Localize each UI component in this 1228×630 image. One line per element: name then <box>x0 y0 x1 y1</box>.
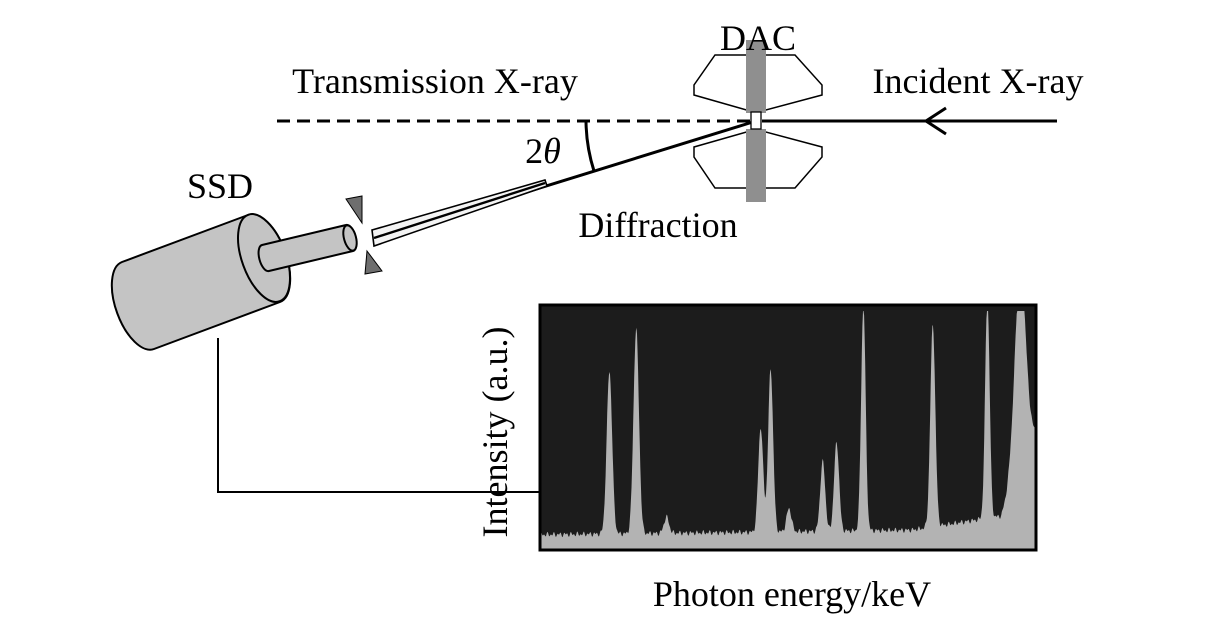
two-theta-label: 2θ <box>525 131 561 171</box>
ssd-detector <box>110 213 358 351</box>
collimator-blade-upper <box>345 195 363 225</box>
spectrum-plot <box>538 303 1038 552</box>
x-axis-label: Photon energy/keV <box>653 574 931 614</box>
two-theta-arc <box>584 120 596 172</box>
detector-nose-face <box>342 224 358 252</box>
diamond-anvil-cell <box>693 40 823 202</box>
dac-label: DAC <box>720 18 796 58</box>
diffraction-beam-in-tube <box>373 181 546 240</box>
plot-frame <box>538 303 1038 552</box>
ssd-label: SSD <box>187 166 253 206</box>
diffraction-label: Diffraction <box>578 205 737 245</box>
signal-cable <box>217 338 540 493</box>
y-axis-label: Intensity (a.u.) <box>475 327 515 538</box>
gasket-upper <box>746 40 766 113</box>
collimator-blade-lower <box>364 249 383 275</box>
spectrum-area <box>540 311 1036 550</box>
incident-arrow-head <box>923 106 947 136</box>
theta-symbol: θ <box>543 131 561 171</box>
beams <box>277 106 1057 248</box>
sample-chamber <box>750 111 762 130</box>
plot-background <box>540 305 1036 550</box>
transmission-xray-label: Transmission X-ray <box>292 61 578 101</box>
collimator-slit <box>345 195 383 275</box>
incident-xray-label: Incident X-ray <box>873 61 1084 101</box>
two-theta-prefix: 2 <box>525 131 543 171</box>
gasket-lower <box>746 129 766 202</box>
